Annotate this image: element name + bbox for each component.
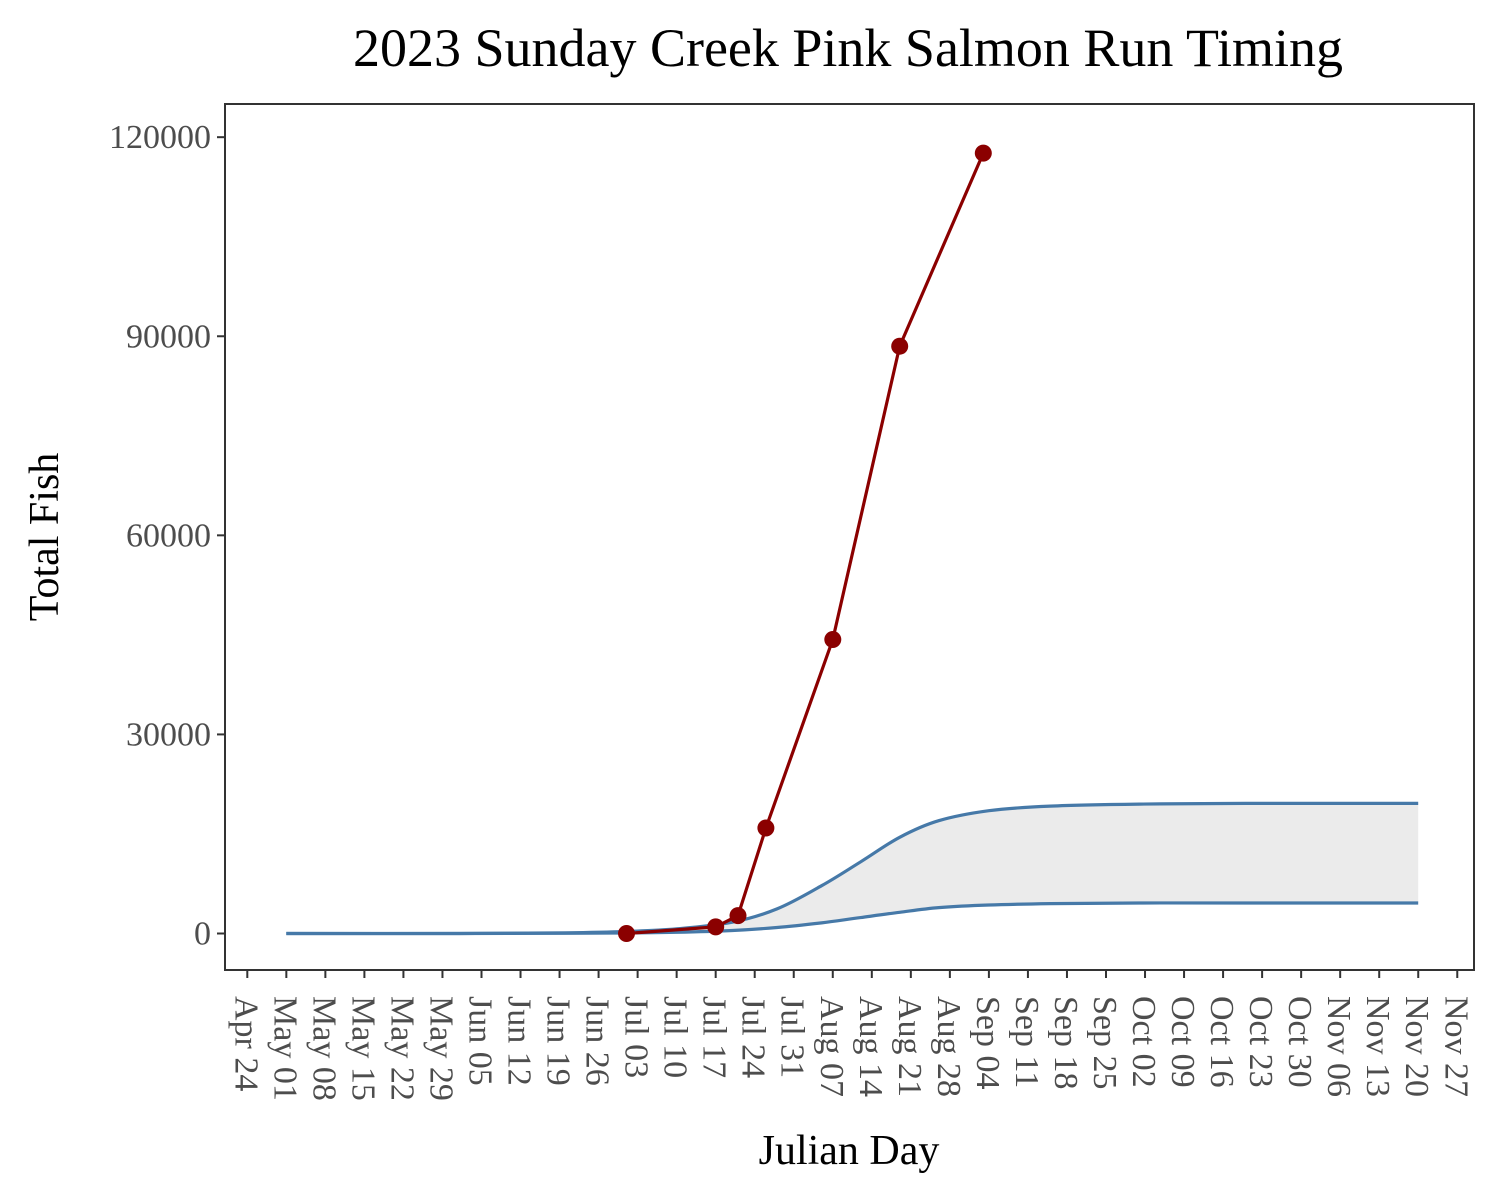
x-tick-label: Oct 09 <box>1164 996 1201 1088</box>
observed-point <box>757 819 775 837</box>
x-tick-label: Aug 28 <box>930 996 967 1097</box>
x-tick-label: Aug 14 <box>852 996 889 1097</box>
x-tick-label: Nov 13 <box>1359 996 1396 1097</box>
observed-point <box>824 631 842 648</box>
y-axis: 0 30000 60000 90000 120000 <box>109 119 225 953</box>
x-tick-label: Nov 20 <box>1398 996 1435 1097</box>
x-tick-label: Jun 19 <box>540 996 577 1086</box>
x-tick-label: May 08 <box>305 996 342 1101</box>
observed-point <box>618 925 635 942</box>
observed-point <box>707 918 725 936</box>
x-tick-label: Oct 02 <box>1125 996 1162 1088</box>
lower-bound-line <box>286 901 1419 936</box>
x-tick-label: Sep 18 <box>1047 996 1084 1090</box>
x-tick-label: Aug 21 <box>891 996 928 1097</box>
observed-point <box>974 144 992 162</box>
x-axis-title: Julian Day <box>759 1128 940 1174</box>
x-tick-label: May 15 <box>344 996 381 1101</box>
x-tick-label: Jun 26 <box>579 996 616 1086</box>
x-tick-label: Apr 24 <box>227 996 264 1091</box>
bound-lines-layer <box>286 801 1419 936</box>
observed-series-layer <box>618 144 992 942</box>
x-tick-label: Oct 16 <box>1203 996 1240 1088</box>
plot-frame <box>224 103 1475 971</box>
x-tick-label: Sep 25 <box>1086 996 1123 1090</box>
observed-point <box>891 337 909 355</box>
x-tick-label: Sep 04 <box>969 996 1006 1090</box>
y-tick-label: 30000 <box>126 716 211 753</box>
y-tick-label: 90000 <box>126 318 211 355</box>
x-tick-label: Jun 12 <box>501 996 538 1086</box>
observed-point <box>729 907 747 925</box>
y-tick-label: 0 <box>194 916 211 953</box>
x-tick-label: Jul 31 <box>774 996 811 1078</box>
x-tick-label: Jul 03 <box>618 996 655 1078</box>
x-tick-label: Oct 30 <box>1281 996 1318 1088</box>
x-tick-label: Jul 17 <box>696 996 733 1078</box>
x-tick-label: Nov 27 <box>1437 996 1474 1097</box>
x-tick-label: May 01 <box>266 996 303 1101</box>
y-tick-label: 60000 <box>126 517 211 554</box>
x-tick-label: Jul 10 <box>657 996 694 1078</box>
x-axis: Apr 24 May 01 May 08 May 15 May 22 May 29 Jun … <box>227 970 1474 1101</box>
y-axis-title: Total Fish <box>22 453 68 622</box>
x-tick-label: Sep 11 <box>1008 996 1045 1088</box>
x-tick-label: May 22 <box>383 996 420 1101</box>
x-tick-label: May 29 <box>423 996 460 1101</box>
x-tick-label: Jun 05 <box>462 996 499 1086</box>
y-tick-label: 120000 <box>109 119 211 156</box>
chart-title: 2023 Sunday Creek Pink Salmon Run Timing <box>353 18 1343 78</box>
x-tick-label: Aug 07 <box>813 996 850 1097</box>
x-tick-label: Nov 06 <box>1320 996 1357 1097</box>
x-tick-label: Jul 24 <box>735 996 772 1078</box>
x-tick-label: Oct 23 <box>1242 996 1279 1088</box>
